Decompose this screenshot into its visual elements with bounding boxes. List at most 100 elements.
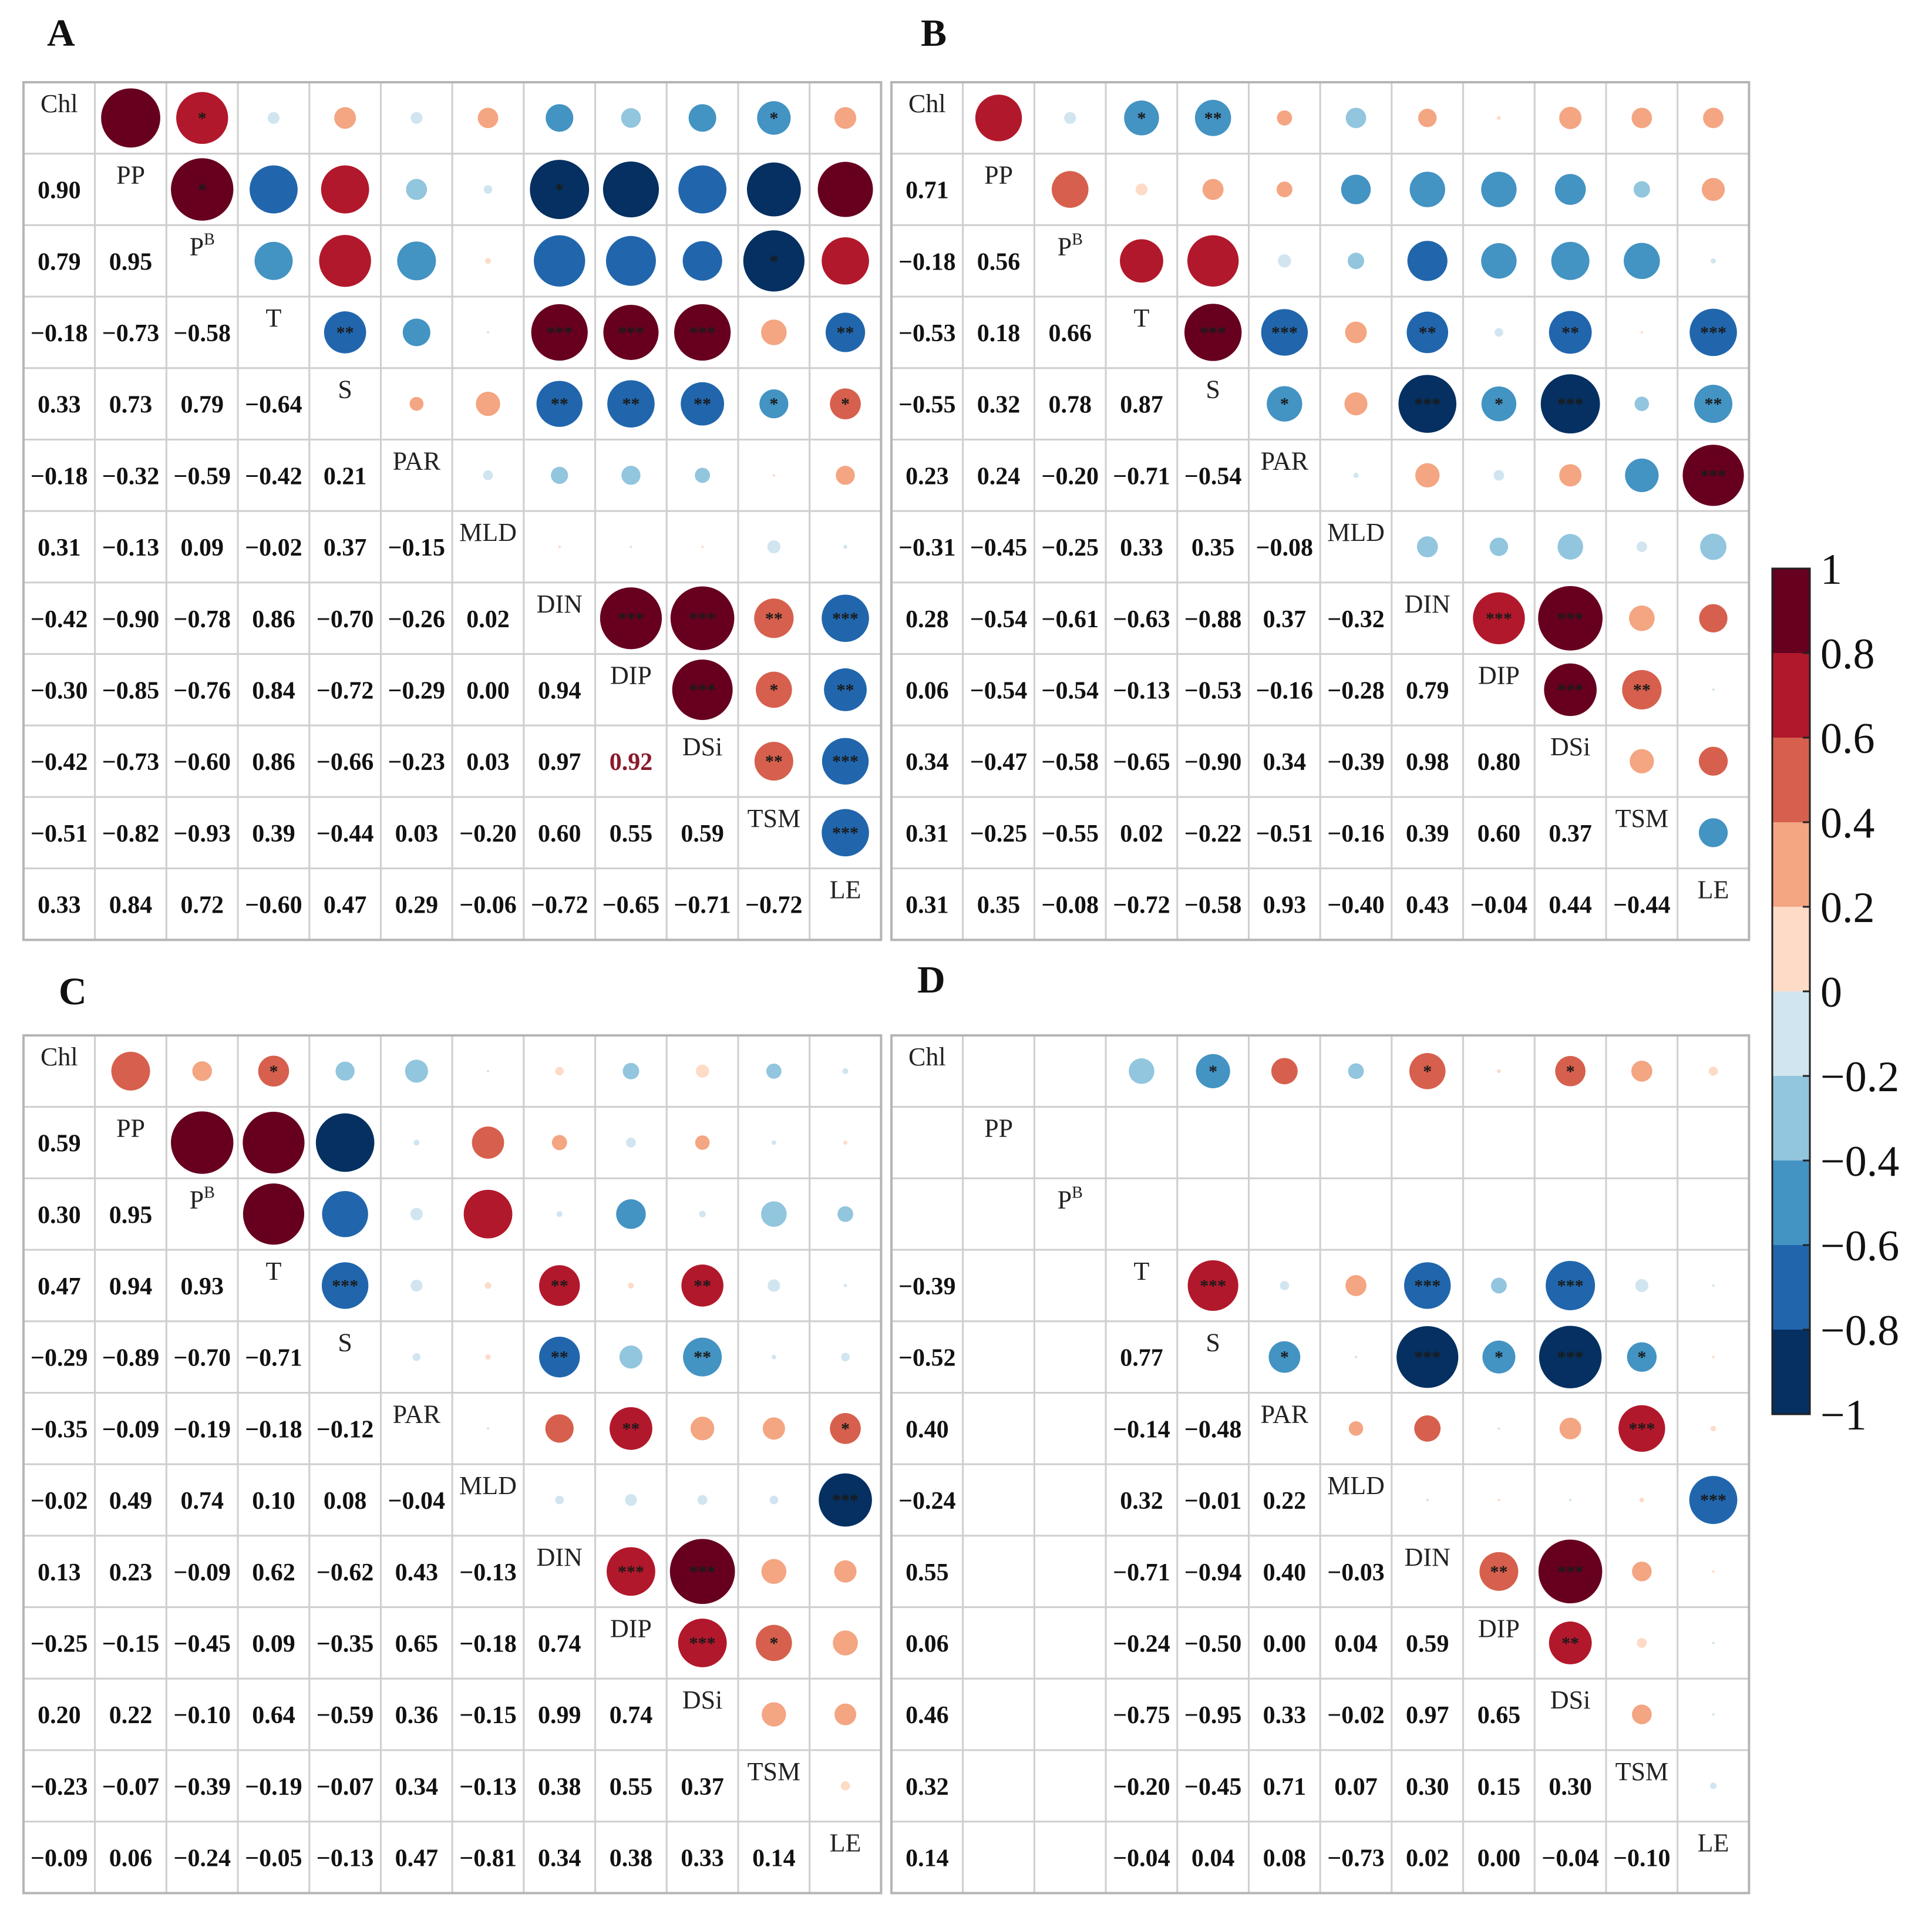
correlation-circle xyxy=(1129,1058,1155,1084)
colorbar-tick-label: 0.2 xyxy=(1820,884,1875,932)
grid-cell xyxy=(380,581,453,655)
significance-mark: *** xyxy=(1414,1276,1440,1296)
coefficient-label: 0.71 xyxy=(1263,1774,1307,1801)
correlation-circle xyxy=(534,235,585,287)
coefficient-label: −0.18 xyxy=(459,1630,516,1657)
correlation-circle xyxy=(267,112,280,124)
correlation-circle xyxy=(843,544,847,549)
coefficient-label: 0.60 xyxy=(1477,820,1521,847)
coefficient-label: −0.10 xyxy=(1613,1845,1670,1872)
correlation-circle xyxy=(1268,1341,1301,1373)
correlation-circle xyxy=(1549,1622,1592,1664)
coefficient-label: −0.02 xyxy=(31,1488,87,1515)
correlation-circle xyxy=(1409,171,1445,207)
correlation-circle xyxy=(406,179,428,200)
colorbar-segment xyxy=(1772,822,1810,907)
grid-cell xyxy=(890,153,964,226)
coefficient-label: −0.90 xyxy=(1184,749,1241,776)
correlation-circle xyxy=(1554,174,1586,205)
colorbar-tick-label: 0.8 xyxy=(1820,630,1875,678)
coefficient-label: 0.66 xyxy=(1049,320,1092,347)
correlation-circle xyxy=(1633,181,1650,198)
coefficient-label: 0.06 xyxy=(109,1845,153,1872)
significance-mark: *** xyxy=(1557,1562,1584,1582)
correlation-circle xyxy=(1064,112,1076,124)
coefficient-label: 0.38 xyxy=(610,1845,653,1872)
coefficient-label: −0.42 xyxy=(31,749,87,776)
coefficient-label: 0.47 xyxy=(395,1845,439,1872)
coefficient-label: 0.32 xyxy=(1120,1488,1163,1515)
coefficient-label: 0.39 xyxy=(252,820,295,847)
significance-mark: ** xyxy=(1561,323,1579,342)
grid-cell xyxy=(962,1535,1035,1609)
coefficient-label: −0.16 xyxy=(1327,820,1384,847)
significance-mark: *** xyxy=(1628,1419,1655,1438)
variable-label: TSM xyxy=(1615,804,1668,833)
grid-cell xyxy=(1319,1106,1393,1179)
coefficient-label: −0.47 xyxy=(970,749,1027,776)
correlation-circle xyxy=(463,1189,513,1239)
correlation-circle xyxy=(762,1417,785,1440)
correlation-circle xyxy=(1700,533,1726,560)
grid-cell xyxy=(94,1535,167,1609)
correlation-circle xyxy=(843,1141,847,1145)
grid-cell xyxy=(890,1677,964,1751)
correlation-circle xyxy=(610,1407,652,1450)
grid-cell xyxy=(94,867,167,941)
grid-cell xyxy=(962,1606,1035,1680)
coefficient-label: −0.19 xyxy=(174,1416,231,1443)
variable-label: MLD xyxy=(459,1471,517,1500)
correlation-circle xyxy=(837,1206,853,1222)
coefficient-label: 0.80 xyxy=(1477,749,1521,776)
coefficient-label: −0.16 xyxy=(1256,677,1313,704)
coefficient-label: −0.31 xyxy=(898,534,955,561)
coefficient-label: −0.07 xyxy=(317,1774,373,1801)
significance-mark: *** xyxy=(1200,323,1226,342)
grid-cell xyxy=(1033,367,1107,440)
significance-mark: ** xyxy=(1561,1633,1579,1653)
grid-cell xyxy=(308,510,382,584)
coefficient-label: 0.33 xyxy=(1120,534,1163,561)
correlation-circle xyxy=(824,668,867,711)
grid-cell xyxy=(380,439,453,512)
grid-cell xyxy=(1319,653,1393,726)
coefficient-label: −0.20 xyxy=(1042,463,1099,490)
colorbar-tick-label: −0.6 xyxy=(1820,1222,1899,1270)
coefficient-label: 0.00 xyxy=(1477,1845,1521,1872)
grid-cell xyxy=(308,367,382,440)
coefficient-label: −0.71 xyxy=(1113,1559,1170,1586)
grid-cell xyxy=(1033,1392,1107,1465)
correlation-circle xyxy=(1624,243,1660,280)
correlation-circle xyxy=(1549,311,1592,354)
correlation-circle xyxy=(254,241,293,280)
grid-cell xyxy=(1319,1463,1393,1537)
grid-cell xyxy=(94,1249,167,1323)
coefficient-label: −0.23 xyxy=(388,749,445,776)
grid-cell xyxy=(308,1463,382,1537)
variable-label: LE xyxy=(830,876,861,904)
correlation-circle xyxy=(1622,670,1662,710)
grid-cell xyxy=(165,1606,239,1680)
coefficient-label: 0.71 xyxy=(906,177,949,204)
correlation-circle xyxy=(1689,308,1737,356)
coefficient-label: 0.78 xyxy=(1049,392,1092,419)
coefficient-label: −0.02 xyxy=(245,534,302,561)
significance-mark: *** xyxy=(689,323,716,342)
grid-cell xyxy=(1033,1034,1107,1108)
grid-cell xyxy=(1248,1606,1321,1680)
colorbar-segment xyxy=(1772,1330,1810,1415)
grid-cell xyxy=(890,510,964,584)
panel-frame xyxy=(890,1034,1751,1895)
variable-label: T xyxy=(266,1257,282,1286)
colorbar-tick-label: −0.4 xyxy=(1820,1138,1899,1186)
significance-mark: * xyxy=(1637,1348,1646,1367)
correlation-circle xyxy=(1415,463,1440,488)
grid-cell xyxy=(380,1821,453,1894)
grid-cell xyxy=(308,1821,382,1894)
coefficient-label: −0.63 xyxy=(1113,606,1170,633)
coefficient-label: −0.72 xyxy=(317,677,373,704)
coefficient-label: −0.35 xyxy=(31,1416,87,1443)
grid-cell xyxy=(1391,1177,1465,1251)
coefficient-label: 0.32 xyxy=(906,1774,949,1801)
